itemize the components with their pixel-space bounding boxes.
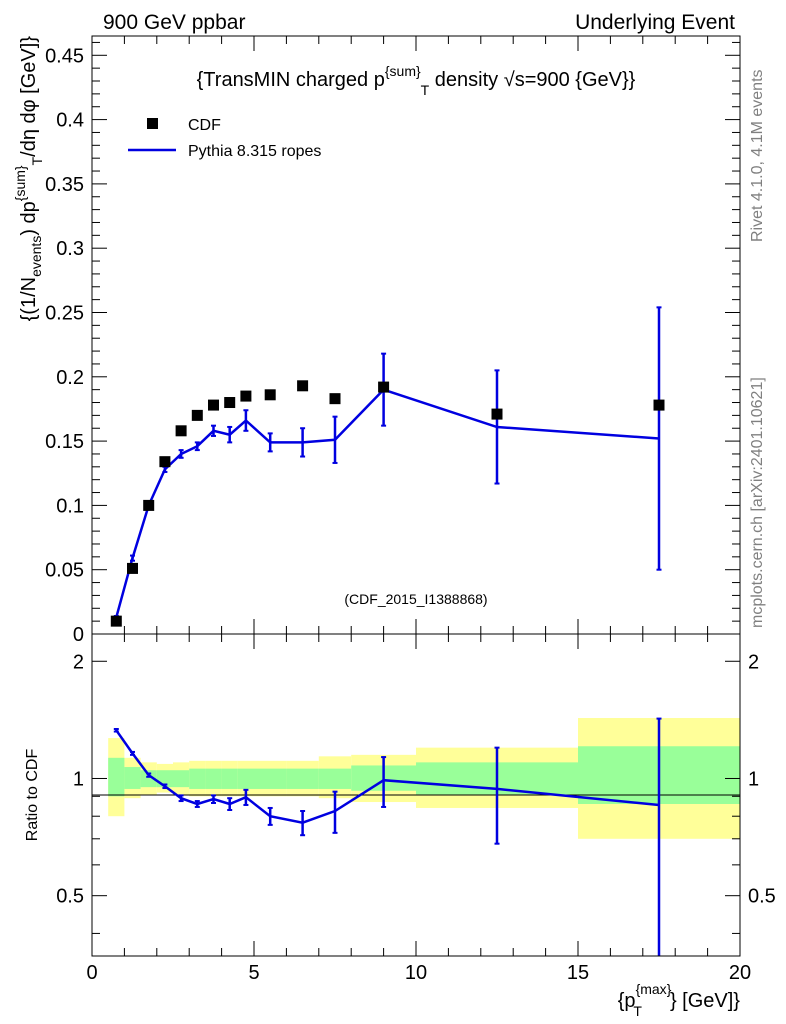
cdf-marker (143, 499, 155, 511)
main-y-tick-label: 0.2 (56, 367, 84, 389)
ratio-green-band (205, 768, 222, 789)
main-y-tick-label: 0.25 (45, 302, 84, 324)
cdf-marker (329, 393, 341, 405)
ratio-y-tick-label: 2 (73, 651, 84, 673)
main-panel: 0 0.05 0.1 0.15 0.2 0.25 0.3 0.35 0.4 0.45 {Trans… (12, 35, 741, 646)
legend-cdf-marker (147, 118, 158, 129)
ratio-green-band (108, 757, 125, 797)
ratio-axis-ticks (91, 634, 741, 956)
main-y-tick-label: 0.1 (56, 495, 84, 517)
ratio-data-marks (113, 717, 662, 956)
cdf-marker (175, 425, 187, 437)
cdf-marker (653, 399, 665, 411)
ratio-frame (91, 633, 741, 957)
ratio-green-band (124, 767, 141, 789)
cdf-marker (159, 456, 171, 468)
ratio-x-tick-labels: 0 5 10 15 20 (86, 962, 751, 984)
ratio-green-band (237, 768, 254, 789)
main-y-tick-label: 0.45 (45, 45, 84, 67)
x-tick-label: 20 (729, 962, 751, 984)
main-y-tick-label: 0.35 (45, 174, 84, 196)
ratio-panel: 0.5 0.5 1 1 2 2 0 5 10 15 20 Ratio to CDF {p{max}… (24, 633, 776, 1019)
ratio-y-tick-label-right: 0.5 (748, 886, 776, 908)
ratio-green-band (286, 768, 319, 789)
main-y-tick-label: 0 (73, 624, 84, 646)
x-tick-label: 10 (405, 962, 427, 984)
main-y-axis-label: {(1/Nevents) dp{sum}T/dη dφ [GeV]} (12, 36, 45, 322)
ratio-y-tick-label-right: 1 (748, 768, 759, 790)
ratio-green-band (140, 770, 157, 788)
x-tick-label: 0 (86, 962, 97, 984)
cdf-marker (224, 397, 236, 409)
cdf-marker (491, 408, 503, 420)
mcplots-label: mcplots.cern.ch [arXiv:2401.10621] (749, 377, 766, 628)
rivet-label: Rivet 4.1.0, 4.1M events (749, 69, 766, 242)
cdf-marker (297, 380, 309, 392)
x-tick-label: 15 (567, 962, 589, 984)
ratio-green-band (189, 768, 206, 789)
analysis-watermark: (CDF_2015_I1388868) (344, 591, 487, 607)
main-y-tick-label: 0.15 (45, 431, 84, 453)
ratio-y-tick-label: 1 (73, 768, 84, 790)
ratio-y-tick-labels: 0.5 0.5 1 1 2 2 (56, 651, 776, 907)
header-left: 900 GeV ppbar (103, 11, 245, 34)
ratio-uncertainty-bands (108, 717, 740, 839)
main-y-tick-label: 0.3 (56, 238, 84, 260)
pythia-line (115, 388, 660, 618)
legend-cdf-label: CDF (188, 117, 221, 134)
ratio-y-tick-label: 0.5 (56, 886, 84, 908)
header-right: Underlying Event (575, 11, 735, 34)
ratio-green-band (221, 768, 238, 789)
cdf-marker (264, 389, 276, 401)
main-y-tick-label: 0.05 (45, 560, 84, 582)
ratio-y-tick-label-right: 2 (748, 651, 759, 673)
cdf-marker (208, 399, 219, 411)
main-y-tick-label: 0.4 (56, 110, 84, 132)
ratio-green-band (318, 768, 352, 789)
legend: CDF Pythia 8.315 ropes (128, 117, 321, 160)
cdf-marker (127, 562, 138, 574)
ratio-green-band (254, 768, 287, 789)
cdf-marker (191, 409, 203, 421)
main-data-marks (110, 306, 665, 627)
cdf-marker (378, 381, 390, 393)
x-tick-label: 5 (248, 962, 259, 984)
cdf-marker (240, 390, 252, 402)
main-title: {TransMIN charged p{sum}T density √s=900… (197, 63, 636, 98)
main-y-tick-labels: 0 0.05 0.1 0.15 0.2 0.25 0.3 0.35 0.4 0.45 (45, 45, 84, 646)
legend-pythia-label: Pythia 8.315 ropes (188, 143, 321, 160)
ratio-green-band (173, 770, 190, 788)
ratio-y-axis-label: Ratio to CDF (24, 749, 41, 842)
cdf-marker (110, 615, 122, 627)
x-axis-label: {p{max} T} [GeV]} (618, 981, 741, 1019)
